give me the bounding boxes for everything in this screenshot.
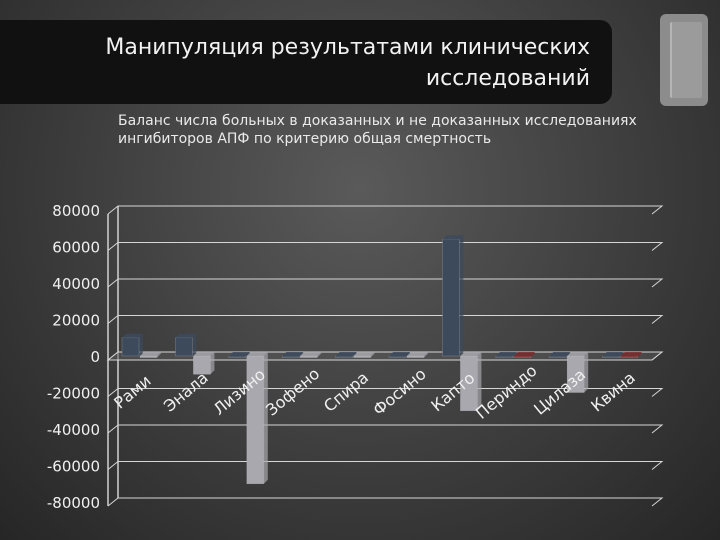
x-tick-label: Рами xyxy=(110,371,154,413)
bar xyxy=(121,337,140,357)
side-tab-decoration xyxy=(660,14,708,106)
bar-top xyxy=(335,352,357,356)
bar-top xyxy=(513,352,535,356)
bar-side xyxy=(139,333,143,356)
bar xyxy=(406,355,425,358)
bar-top xyxy=(602,352,624,356)
bar xyxy=(548,355,567,358)
bar-top xyxy=(442,235,464,240)
side-tab-inner xyxy=(670,22,702,98)
bar-top xyxy=(407,352,428,356)
x-tick-label: Периндо xyxy=(472,361,541,423)
bar xyxy=(495,355,514,358)
bar-side xyxy=(263,352,268,484)
chart-bars xyxy=(121,235,642,485)
bar xyxy=(602,355,620,358)
x-tick-label: Квина xyxy=(587,368,639,416)
bar-side xyxy=(192,333,197,356)
bar xyxy=(353,355,371,358)
bar-top xyxy=(122,333,143,338)
bar-top xyxy=(140,352,161,356)
y-tick-label: -20000 xyxy=(47,385,100,403)
bar-top xyxy=(620,352,642,356)
x-tick-label: Фосино xyxy=(369,364,429,419)
x-tick-label: Энала xyxy=(160,368,212,416)
x-tick-label: Зофено xyxy=(262,364,323,420)
x-axis-labels: Рами ЭналаЛизиноЗофеноСпираФосиноКаптоПер… xyxy=(110,361,639,423)
bar-top xyxy=(175,333,197,338)
bar-side xyxy=(157,352,161,358)
bar-side xyxy=(584,352,589,393)
bar-top xyxy=(300,352,322,356)
bar-top xyxy=(246,352,268,356)
title-bar: Манипуляция результатами клинических исс… xyxy=(0,20,612,104)
bar-side xyxy=(424,352,428,358)
bar-top xyxy=(228,352,250,356)
slide-subtitle: Баланс числа больных в доказанных и не д… xyxy=(118,113,637,147)
bar-side xyxy=(317,352,322,358)
gridline xyxy=(107,461,664,470)
gridline xyxy=(107,205,664,215)
y-tick-label: 20000 xyxy=(52,312,100,330)
bar xyxy=(228,355,247,358)
bar xyxy=(335,355,353,358)
bar xyxy=(299,355,318,358)
y-tick-label: 40000 xyxy=(52,275,100,293)
bar-top xyxy=(460,352,482,356)
bar-top xyxy=(282,352,304,356)
bar-chart: 80000 60000 40000 20000 0 -20000 -40000 -60000 -… xyxy=(47,202,664,512)
bar xyxy=(281,355,300,358)
bar xyxy=(442,238,460,357)
bar-top xyxy=(495,352,517,356)
gridline xyxy=(107,497,664,507)
bar-top xyxy=(389,352,410,356)
bar-side xyxy=(370,352,375,358)
bar xyxy=(513,355,532,358)
gridline xyxy=(107,278,664,288)
y-axis: 80000 60000 40000 20000 0 -20000 -40000 -60000 -… xyxy=(47,202,100,512)
bar-side xyxy=(530,352,535,358)
bar-side xyxy=(210,352,215,375)
bar-side xyxy=(637,352,642,358)
gridline xyxy=(107,242,664,251)
gridline xyxy=(107,315,664,324)
bar-top xyxy=(193,352,215,356)
bar-side xyxy=(459,235,464,356)
slide-title: Манипуляция результатами клинических исс… xyxy=(105,35,590,91)
gridline xyxy=(107,388,664,397)
y-tick-label: -80000 xyxy=(47,494,100,512)
y-tick-label: 60000 xyxy=(52,239,100,257)
bar xyxy=(175,337,193,357)
y-tick-label: 80000 xyxy=(52,202,100,220)
bar xyxy=(139,355,158,358)
bar-top xyxy=(549,352,571,356)
y-tick-label: -40000 xyxy=(47,421,100,439)
bar xyxy=(388,355,407,358)
bar-top xyxy=(353,352,375,356)
y-tick-label: 0 xyxy=(90,348,100,366)
bar-side xyxy=(477,352,482,411)
bar-top xyxy=(567,352,589,356)
bar xyxy=(620,355,638,358)
gridline xyxy=(107,424,664,434)
x-tick-label: Спира xyxy=(320,368,372,416)
y-tick-label: -60000 xyxy=(47,458,100,476)
